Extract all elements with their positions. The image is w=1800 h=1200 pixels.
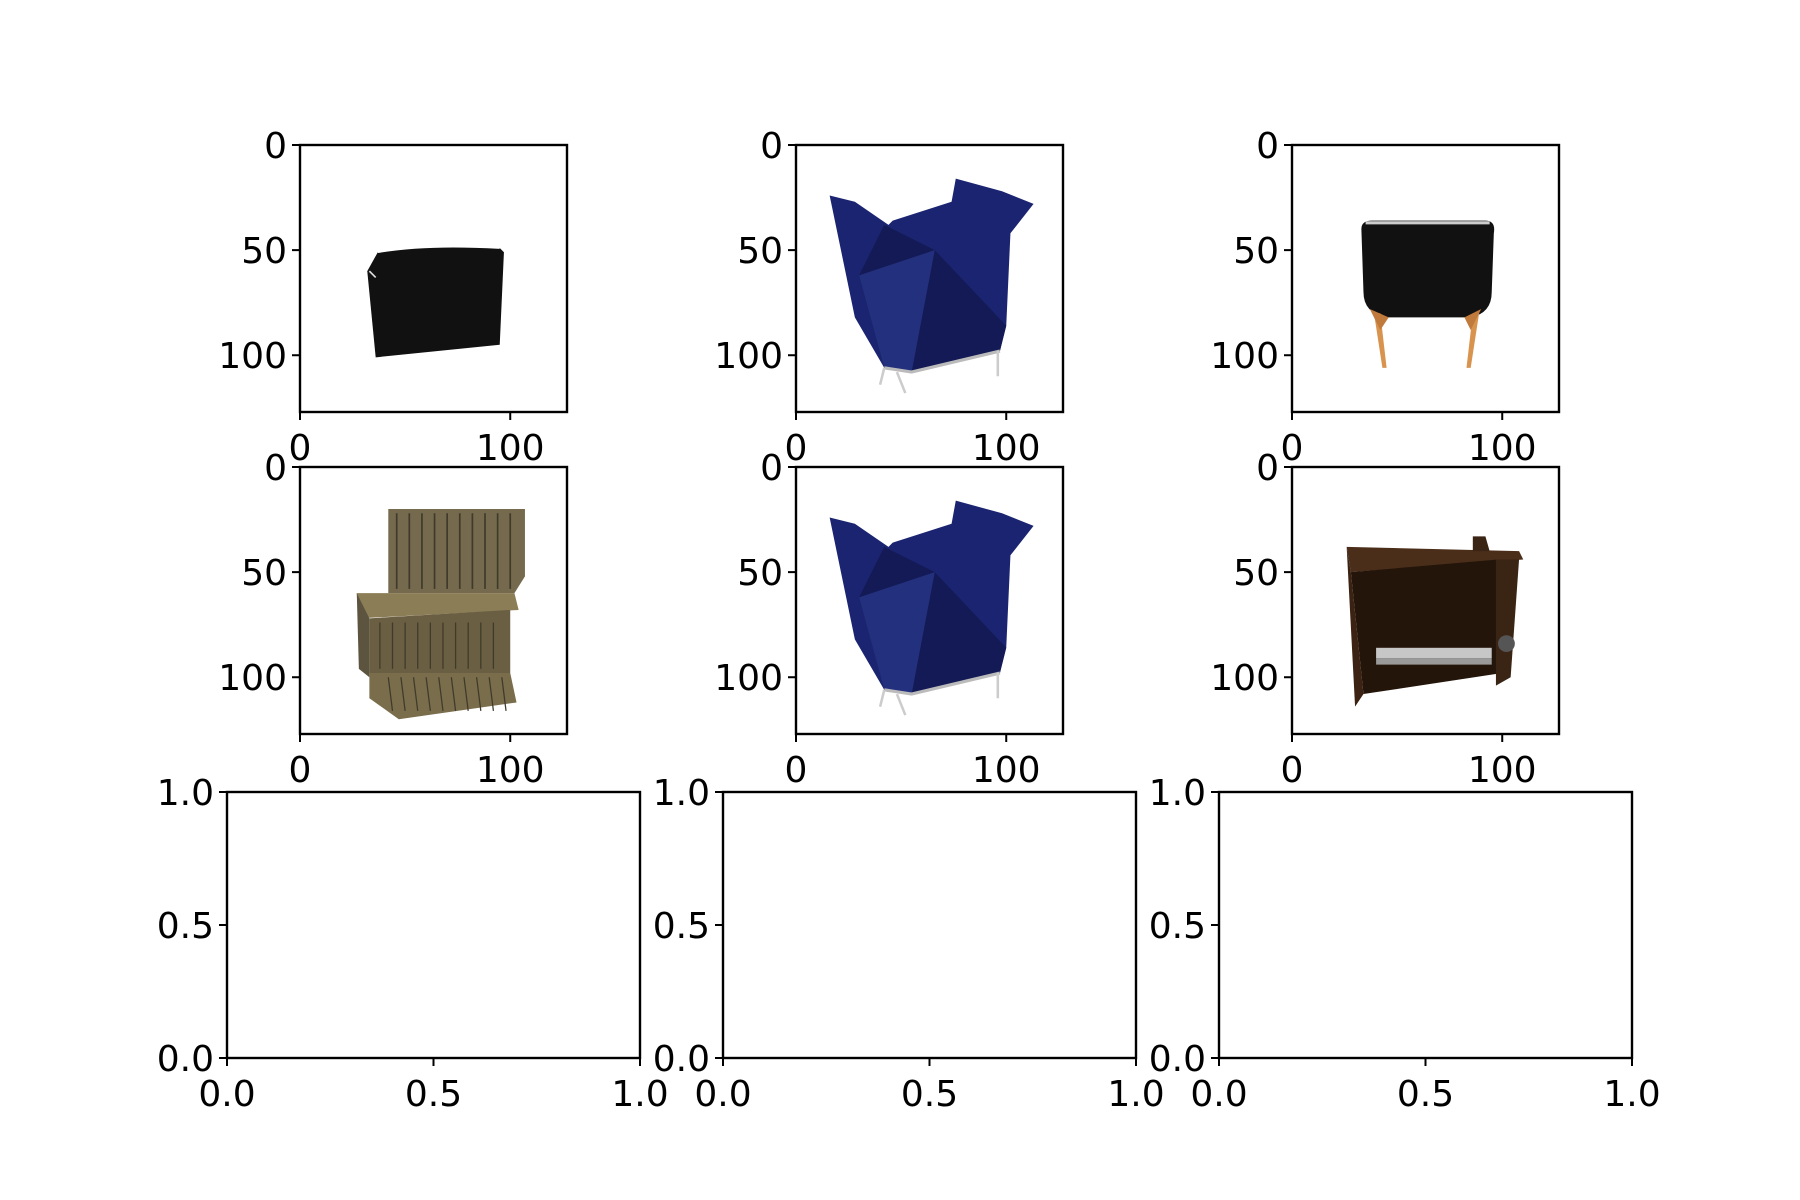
image-panel-row1-col3: 0 50 100 0 100 [1210, 126, 1561, 469]
y-tick-label: 0.5 [653, 906, 710, 947]
y-tick-label: 0 [1256, 126, 1279, 167]
y-tick-label: 1.0 [157, 773, 214, 814]
image-panel-row2-col1: 0 50 100 0 100 [218, 448, 569, 791]
x-tick-label: 0.5 [1397, 1074, 1454, 1115]
empty-panel-row3-col3: 0.0 0.5 1.0 0.0 0.5 1.0 [1149, 773, 1661, 1115]
x-tick-label: 100 [476, 428, 545, 469]
navy-armchair-icon [829, 500, 1034, 716]
y-tick-label: 50 [737, 231, 783, 272]
axes-frame [794, 143, 1065, 414]
x-tick-label: 100 [476, 750, 545, 791]
y-tick-label: 50 [737, 553, 783, 594]
axes-frame [298, 143, 569, 414]
y-tick-label: 0.5 [157, 906, 214, 947]
axes-frame [1217, 790, 1634, 1060]
x-tick-label: 100 [972, 750, 1041, 791]
wooden-s-chair-icon [356, 509, 525, 720]
image-panel-row1-col2: 0 50 100 0 100 [714, 126, 1065, 469]
y-tick-label: 0 [760, 126, 783, 167]
y-tick-label: 0.0 [157, 1039, 214, 1080]
y-tick-label: 1.0 [1149, 773, 1206, 814]
x-tick-label: 0.0 [198, 1074, 255, 1115]
y-tick-label: 100 [714, 336, 783, 377]
black-chair-back-icon [1361, 220, 1495, 368]
x-tick-label: 0.0 [1190, 1074, 1247, 1115]
x-tick-label: 1.0 [1603, 1074, 1660, 1115]
y-tick-label: 50 [1233, 553, 1279, 594]
y-tick-label: 100 [1210, 336, 1279, 377]
y-tick-label: 1.0 [653, 773, 710, 814]
axes-frame [1290, 465, 1561, 736]
x-tick-label: 0 [1281, 428, 1304, 469]
x-tick-label: 0 [785, 750, 808, 791]
x-tick-label: 0.0 [694, 1074, 751, 1115]
x-tick-label: 0.5 [405, 1074, 462, 1115]
y-tick-label: 0.5 [1149, 906, 1206, 947]
x-tick-label: 0 [289, 750, 312, 791]
axes-frame [298, 465, 569, 736]
x-tick-label: 1.0 [1107, 1074, 1164, 1115]
axes-frame [225, 790, 642, 1060]
x-tick-label: 100 [972, 428, 1041, 469]
x-tick-label: 0 [289, 428, 312, 469]
x-tick-label: 1.0 [611, 1074, 668, 1115]
empty-panel-row3-col1: 0.0 0.5 1.0 0.0 0.5 1.0 [157, 773, 669, 1115]
x-tick-label: 100 [1468, 750, 1537, 791]
x-tick-label: 0 [1281, 750, 1304, 791]
y-tick-label: 0 [264, 126, 287, 167]
y-tick-label: 100 [1210, 658, 1279, 699]
y-tick-label: 0 [1256, 448, 1279, 489]
axes-frame [1290, 143, 1561, 414]
navy-armchair-icon [829, 178, 1034, 394]
y-tick-label: 50 [241, 553, 287, 594]
empty-panel-row3-col2: 0.0 0.5 1.0 0.0 0.5 1.0 [653, 773, 1165, 1115]
y-tick-label: 100 [218, 658, 287, 699]
x-tick-label: 0 [785, 428, 808, 469]
dark-wood-bench-icon [1346, 536, 1524, 707]
x-tick-label: 0.5 [901, 1074, 958, 1115]
y-tick-label: 0 [264, 448, 287, 489]
image-panel-row1-col1: 0 50 100 0 100 [218, 126, 569, 469]
y-tick-label: 0.0 [1149, 1039, 1206, 1080]
y-tick-label: 0.0 [653, 1039, 710, 1080]
black-cushion-object-icon [367, 245, 504, 358]
image-panel-row2-col3: 0 50 100 0 100 [1210, 448, 1561, 791]
y-tick-label: 50 [241, 231, 287, 272]
axes-frame [721, 790, 1138, 1060]
y-tick-label: 100 [714, 658, 783, 699]
y-tick-label: 0 [760, 448, 783, 489]
y-tick-label: 100 [218, 336, 287, 377]
y-tick-label: 50 [1233, 231, 1279, 272]
axes-frame [794, 465, 1065, 736]
x-tick-label: 100 [1468, 428, 1537, 469]
image-panel-row2-col2: 0 50 100 0 100 [714, 448, 1065, 791]
